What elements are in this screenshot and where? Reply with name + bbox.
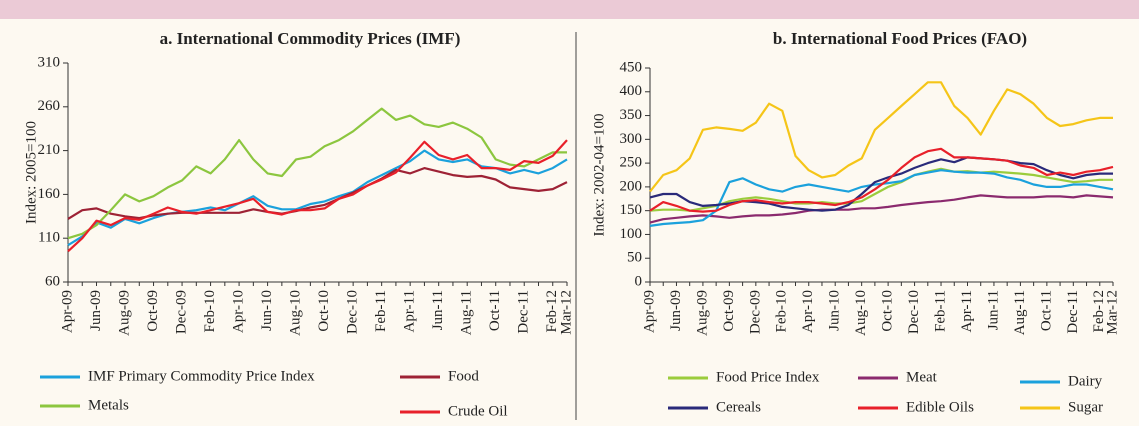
x-tick-label: Apr-11: [402, 290, 418, 332]
x-tick-label: Jun-09: [668, 290, 684, 331]
series-line: [649, 147, 1114, 213]
x-tick-label: Feb-10: [202, 290, 218, 333]
x-tick-label: Dec-10: [345, 290, 361, 334]
chart-title: a. International Commodity Prices (IMF): [160, 29, 461, 48]
x-tick-label: Dec-10: [906, 290, 922, 334]
legend-label: Edible Oils: [906, 399, 974, 415]
x-tick-label: Feb-11: [373, 290, 389, 332]
series-line: [649, 81, 1113, 193]
x-tick-label: Jun-10: [259, 290, 275, 331]
series-line: [67, 149, 568, 247]
y-tick-label: 50: [627, 250, 642, 266]
x-tick-label: Dec-09: [747, 290, 763, 334]
x-tick-label: Apr-10: [231, 290, 247, 333]
x-tick-label: Aug-11: [459, 290, 475, 335]
y-tick-label: 200: [620, 178, 643, 194]
legend-label: Cereals: [716, 399, 761, 415]
y-tick-label: 210: [38, 142, 61, 158]
x-tick-label: Oct-10: [316, 290, 332, 332]
legend-label: Metals: [88, 397, 129, 413]
legend-label: Food Price Index: [716, 369, 820, 385]
legend-label: Food: [448, 368, 479, 384]
y-tick-label: 450: [620, 59, 643, 75]
series-line: [67, 139, 568, 253]
x-tick-label: Mar-12: [1104, 290, 1120, 335]
y-tick-label: 300: [620, 131, 643, 147]
x-tick-label: Jun-11: [985, 290, 1001, 330]
series-line: [649, 167, 1113, 212]
x-tick-label: Oct-10: [880, 290, 896, 332]
y-tick-label: 110: [38, 230, 60, 246]
y-tick-label: 250: [620, 155, 643, 171]
series-line: [67, 107, 567, 240]
x-tick-label: Feb-12: [1091, 290, 1107, 333]
x-tick-label: Oct-09: [145, 290, 161, 332]
legend-label: Crude Oil: [448, 403, 508, 419]
x-tick-label: Aug-09: [116, 290, 132, 336]
y-tick-label: 150: [620, 202, 643, 218]
y-tick-label: 260: [38, 98, 61, 114]
x-tick-label: Oct-09: [721, 290, 737, 332]
x-tick-label: Feb-11: [932, 290, 948, 332]
y-tick-label: 160: [38, 186, 61, 202]
x-tick-label: Oct-11: [487, 290, 503, 331]
legend-label: Meat: [906, 369, 938, 385]
x-tick-label: Apr-11: [959, 290, 975, 332]
x-tick-label: Feb-12: [544, 290, 560, 333]
x-tick-label: Aug-09: [694, 290, 710, 336]
y-tick-label: 310: [38, 54, 61, 70]
y-axis-label: Index: 2005=100: [23, 121, 39, 224]
series-line: [649, 156, 1113, 212]
x-tick-label: Apr-09: [641, 290, 657, 333]
y-tick-label: 350: [620, 107, 643, 123]
x-tick-label: Dec-11: [516, 290, 532, 334]
x-tick-label: Jun-11: [430, 290, 446, 330]
y-tick-label: 100: [620, 226, 643, 242]
y-axis-label: Index: 2002-04=100: [591, 113, 607, 236]
x-tick-label: Aug-11: [1012, 290, 1028, 335]
header-band: [0, 0, 1139, 19]
x-tick-label: Jun-10: [827, 290, 843, 331]
x-tick-label: Apr-10: [800, 290, 816, 333]
x-tick-label: Aug-10: [288, 290, 304, 336]
y-tick-label: 0: [635, 273, 643, 289]
series-line: [67, 167, 568, 220]
x-tick-label: Apr-09: [59, 290, 75, 333]
legend-label: IMF Primary Commodity Price Index: [88, 368, 315, 384]
x-tick-label: Oct-11: [1038, 290, 1054, 331]
x-tick-label: Jun-09: [88, 290, 104, 331]
x-tick-label: Mar-12: [558, 290, 574, 335]
series-line: [649, 194, 1114, 224]
x-tick-label: Dec-09: [173, 290, 189, 334]
y-tick-label: 60: [45, 273, 60, 289]
chart-title: b. International Food Prices (FAO): [773, 29, 1027, 48]
legend-label: Dairy: [1068, 373, 1103, 389]
x-tick-label: Feb-10: [774, 290, 790, 333]
y-tick-label: 400: [620, 83, 643, 99]
x-tick-label: Aug-10: [853, 290, 869, 336]
x-tick-label: Dec-11: [1065, 290, 1081, 334]
legend-label: Sugar: [1068, 399, 1103, 415]
